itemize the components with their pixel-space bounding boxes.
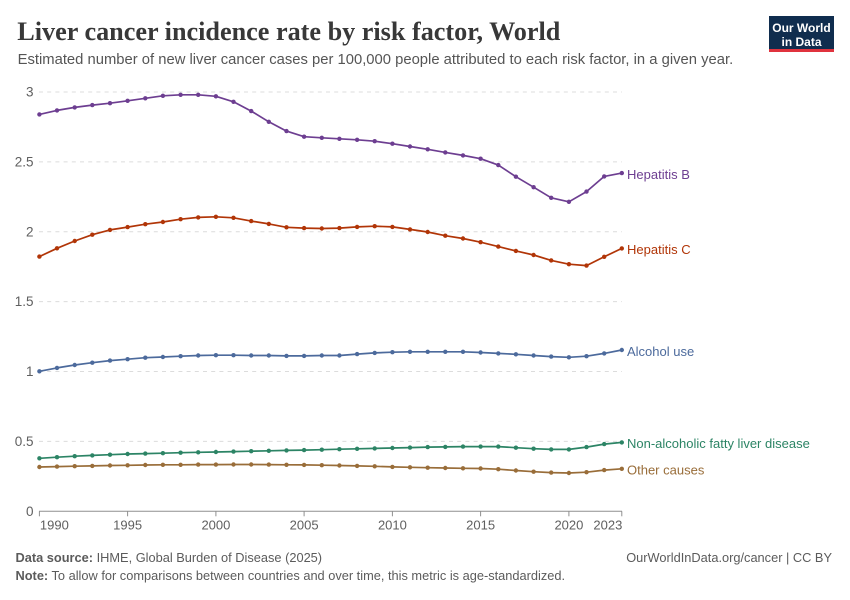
svg-text:2: 2	[26, 224, 34, 239]
svg-text:Other causes: Other causes	[627, 463, 705, 478]
svg-text:2000: 2000	[201, 518, 230, 533]
svg-text:0: 0	[26, 504, 34, 519]
svg-text:2005: 2005	[290, 518, 319, 533]
svg-text:1990: 1990	[40, 518, 69, 533]
svg-text:Hepatitis B: Hepatitis B	[627, 167, 690, 182]
svg-text:Alcohol use: Alcohol use	[627, 344, 694, 359]
svg-text:3: 3	[26, 85, 34, 100]
svg-text:1995: 1995	[113, 518, 142, 533]
svg-text:0.5: 0.5	[15, 434, 34, 449]
svg-text:2.5: 2.5	[15, 154, 34, 169]
svg-text:2023: 2023	[593, 518, 622, 533]
svg-text:2020: 2020	[554, 518, 583, 533]
svg-text:2010: 2010	[378, 518, 407, 533]
svg-text:Non-alcoholic fatty liver dise: Non-alcoholic fatty liver disease	[627, 436, 810, 451]
svg-text:1.5: 1.5	[15, 294, 34, 309]
svg-text:1: 1	[26, 364, 34, 379]
svg-text:2015: 2015	[466, 518, 495, 533]
svg-text:Hepatitis C: Hepatitis C	[627, 242, 691, 257]
